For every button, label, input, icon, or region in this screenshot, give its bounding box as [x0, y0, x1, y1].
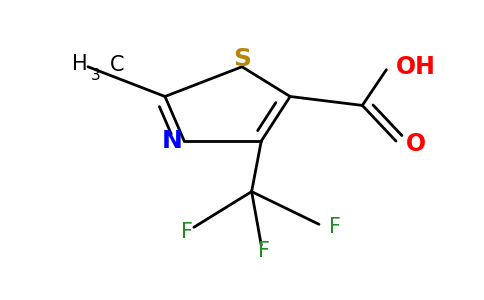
Text: H: H: [73, 54, 88, 74]
Text: OH: OH: [396, 55, 436, 79]
Text: F: F: [181, 222, 193, 242]
Text: C: C: [110, 55, 124, 75]
Text: 3: 3: [91, 68, 100, 83]
Text: N: N: [162, 129, 182, 153]
Text: F: F: [329, 217, 341, 237]
Text: F: F: [257, 241, 270, 261]
Text: S: S: [233, 47, 251, 71]
Text: O: O: [406, 132, 426, 156]
